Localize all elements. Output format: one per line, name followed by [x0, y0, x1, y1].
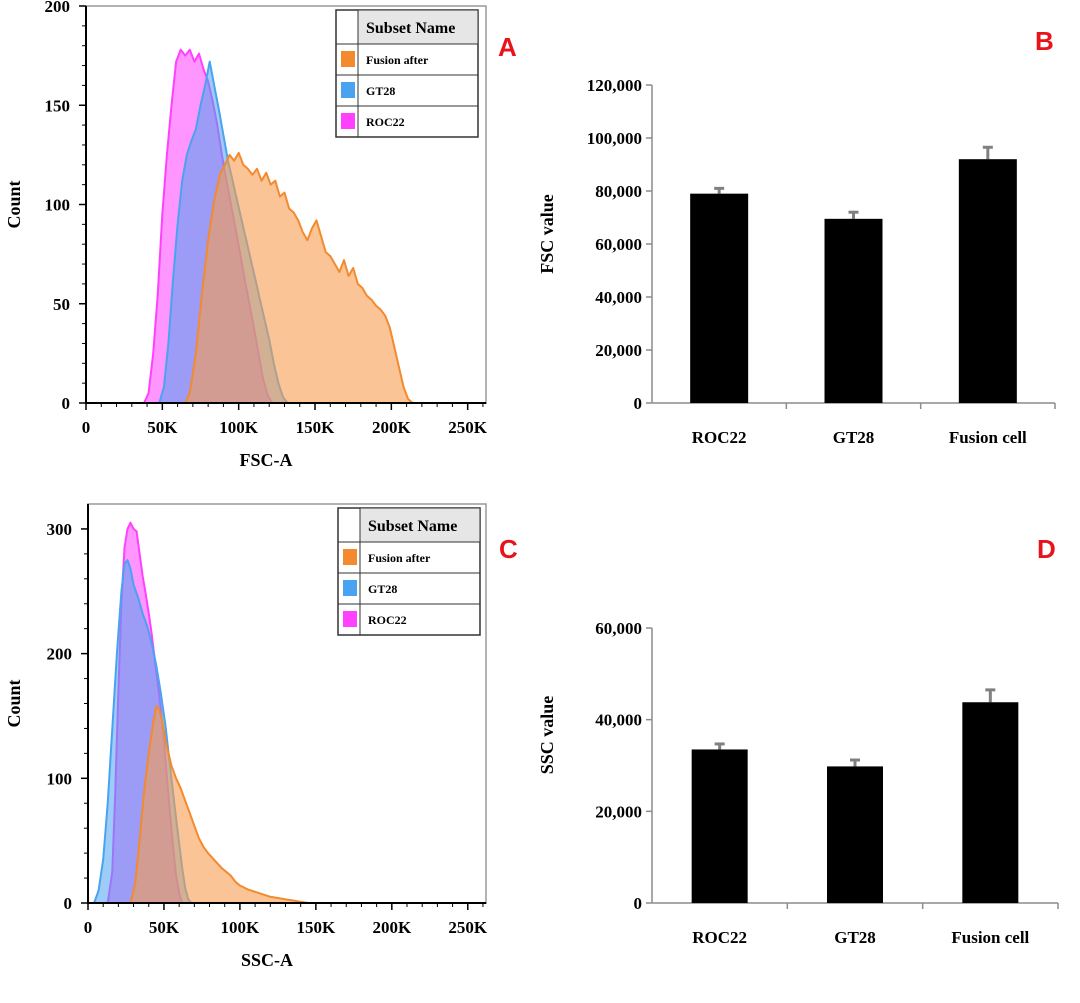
y-tick-label: 100 [47, 769, 73, 788]
legend-header-cell [357, 9, 479, 45]
y-tick-label: 200 [45, 0, 71, 16]
x-category-label: Fusion cell [949, 428, 1027, 447]
legend-swatch-roc22 [343, 611, 357, 627]
y-tick-label: 20,000 [595, 341, 642, 360]
y-tick-label: 80,000 [595, 182, 642, 201]
x-tick-label: 150K [296, 418, 336, 437]
legend: Subset Name Fusion after GT28 ROC22 [337, 507, 481, 636]
x-category-label: GT28 [834, 928, 876, 947]
legend-swatch-fusion-after [343, 549, 357, 565]
x-category-label: Fusion cell [951, 928, 1029, 947]
legend-swatch-gt28 [343, 580, 357, 596]
legend-entry-label: GT28 [368, 582, 397, 596]
legend-swatch-gt28 [341, 82, 355, 98]
legend-entry-label: ROC22 [366, 115, 405, 129]
x-category-label: ROC22 [692, 928, 747, 947]
y-axis-title: Count [4, 180, 24, 228]
bar-panel-ssc: 0 20,000 40,000 60,000 ROC22 GT28 Fusion cell S… [537, 534, 1059, 947]
legend-swatch-roc22 [341, 113, 355, 129]
panel-letter: D [1037, 534, 1056, 564]
x-tick-label: 100K [219, 418, 259, 437]
y-tick-label: 40,000 [595, 711, 642, 730]
bar-fusion-cell [958, 159, 1017, 403]
x-tick-label: 150K [296, 918, 336, 937]
x-tick-label: 250K [448, 418, 488, 437]
bar-fusion-cell [962, 702, 1019, 903]
y-tick-label: 50 [53, 295, 70, 314]
legend-swatch-fusion-after [341, 51, 355, 67]
legend-entry-label: ROC22 [368, 613, 407, 627]
histogram-panel-ssc: 0 50K 100K 150K 200K 250K 0 100 200 300 SSC-A Count… [4, 503, 518, 970]
y-tick-label: 100,000 [587, 129, 642, 148]
x-tick-label: 50K [149, 918, 180, 937]
panel-letter: A [498, 32, 517, 62]
x-axis-title: FSC-A [240, 450, 293, 470]
x-tick-label: 100K [221, 918, 261, 937]
y-tick-label: 40,000 [595, 288, 642, 307]
y-tick-label: 120,000 [587, 76, 642, 95]
y-tick-label: 60,000 [595, 619, 642, 638]
x-tick-label: 250K [448, 918, 488, 937]
histogram-panel-fsc: 0 50K 100K 150K 200K 250K 0 50 100 150 200 FSC-A Cou… [4, 0, 517, 470]
x-axis-title: SSC-A [241, 950, 293, 970]
x-tick-label: 200K [372, 418, 412, 437]
x-tick-label: 0 [82, 418, 91, 437]
y-tick-label: 0 [634, 394, 643, 413]
legend-header: Subset Name [366, 20, 455, 37]
bar-gt28 [827, 766, 883, 903]
y-tick-label: 0 [64, 894, 73, 913]
bar-roc22 [691, 749, 748, 903]
series-area-fusion-after [87, 705, 487, 904]
legend-header: Subset Name [368, 518, 457, 535]
y-tick-label: 20,000 [595, 802, 642, 821]
y-tick-label: 100 [45, 196, 71, 215]
bar-gt28 [824, 218, 883, 403]
x-tick-label: 0 [84, 918, 93, 937]
y-tick-label: 0 [634, 894, 643, 913]
x-category-label: ROC22 [692, 428, 747, 447]
x-tick-label: 200K [372, 918, 412, 937]
bar-roc22 [690, 193, 749, 403]
panel-letter: B [1035, 26, 1054, 56]
legend-entry-label: Fusion after [366, 53, 429, 67]
y-tick-label: 300 [47, 520, 73, 539]
y-tick-label: 200 [47, 645, 73, 664]
y-tick-label: 150 [45, 96, 71, 115]
bar-panel-fsc: 0 20,000 40,000 60,000 80,000 100,000 120,000 R… [537, 26, 1056, 447]
legend-entry-label: Fusion after [368, 551, 431, 565]
legend: Subset Name Fusion after GT28 ROC22 [335, 9, 479, 138]
y-axis-title: Count [4, 679, 24, 727]
y-axis-title: FSC value [537, 194, 557, 274]
y-tick-label: 0 [62, 394, 71, 413]
y-axis-title: SSC value [537, 696, 557, 775]
series-area-fusion-after [85, 151, 487, 404]
legend-header-cell [359, 507, 481, 543]
x-tick-label: 50K [147, 418, 178, 437]
y-tick-label: 60,000 [595, 235, 642, 254]
x-category-label: GT28 [833, 428, 875, 447]
legend-entry-label: GT28 [366, 84, 395, 98]
panel-letter: C [499, 534, 518, 564]
